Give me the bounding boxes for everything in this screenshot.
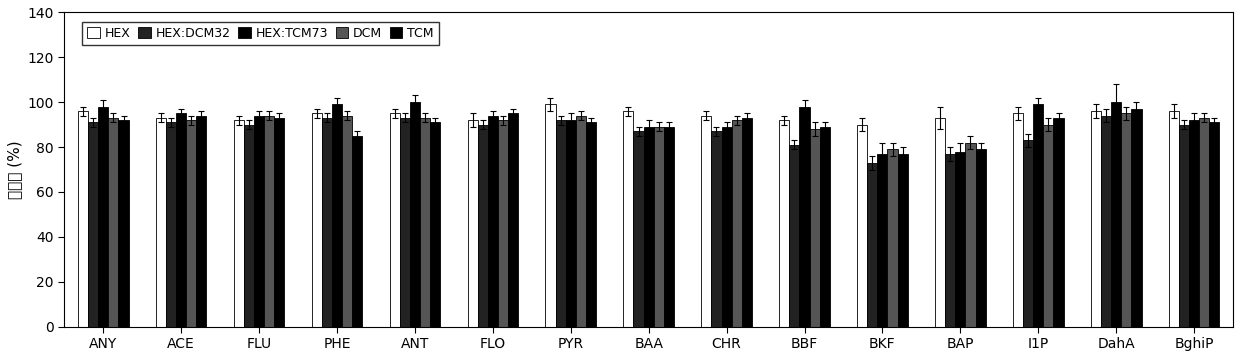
Bar [196,116,207,326]
Bar [1054,118,1064,326]
Bar [1023,140,1033,326]
Bar [244,125,254,326]
Bar [546,105,556,326]
Bar [945,154,955,326]
Bar [1189,120,1199,326]
Bar [810,129,820,326]
Bar [119,120,129,326]
Bar [1209,122,1219,326]
Bar [166,122,176,326]
Bar [487,116,498,326]
Bar [556,120,565,326]
Bar [1121,113,1131,326]
Bar [779,120,790,326]
Bar [955,151,966,326]
Bar [477,125,487,326]
Bar [467,120,477,326]
Bar [732,120,742,326]
Bar [88,122,98,326]
Bar [1169,111,1179,326]
Bar [410,102,420,326]
Bar [712,131,722,326]
Bar [565,120,575,326]
Bar [742,118,751,326]
Bar [498,120,508,326]
Bar [1101,116,1111,326]
Bar [98,107,108,326]
Bar [653,127,663,326]
Bar [790,145,800,326]
Bar [430,122,440,326]
Bar [587,122,596,326]
Bar [663,127,675,326]
Bar [644,127,653,326]
Bar [702,116,712,326]
Bar [888,149,898,326]
Bar [966,142,976,326]
Bar [878,154,888,326]
Bar [332,105,342,326]
Legend: HEX, HEX:DCM32, HEX:TCM73, DCM, TCM: HEX, HEX:DCM32, HEX:TCM73, DCM, TCM [82,22,439,45]
Bar [1091,111,1101,326]
Bar [352,136,362,326]
Bar [342,116,352,326]
Bar [389,113,399,326]
Bar [820,127,830,326]
Bar [800,107,810,326]
Bar [867,163,878,326]
Bar [264,116,274,326]
Bar [186,120,196,326]
Bar [78,111,88,326]
Bar [399,118,410,326]
Bar [274,118,284,326]
Bar [1199,118,1209,326]
Bar [857,125,867,326]
Bar [1111,102,1121,326]
Bar [420,118,430,326]
Bar [1033,105,1043,326]
Bar [1013,113,1023,326]
Bar [108,118,119,326]
Bar [254,116,264,326]
Bar [722,127,732,326]
Bar [634,131,644,326]
Bar [1179,125,1189,326]
Bar [1043,125,1054,326]
Bar [624,111,634,326]
Bar [898,154,908,326]
Bar [976,149,986,326]
Bar [322,118,332,326]
Bar [575,116,587,326]
Bar [156,118,166,326]
Y-axis label: 回收率 (%): 回收率 (%) [7,140,22,199]
Bar [1131,109,1142,326]
Bar [176,113,186,326]
Bar [234,120,244,326]
Bar [935,118,945,326]
Bar [311,113,322,326]
Bar [508,113,518,326]
